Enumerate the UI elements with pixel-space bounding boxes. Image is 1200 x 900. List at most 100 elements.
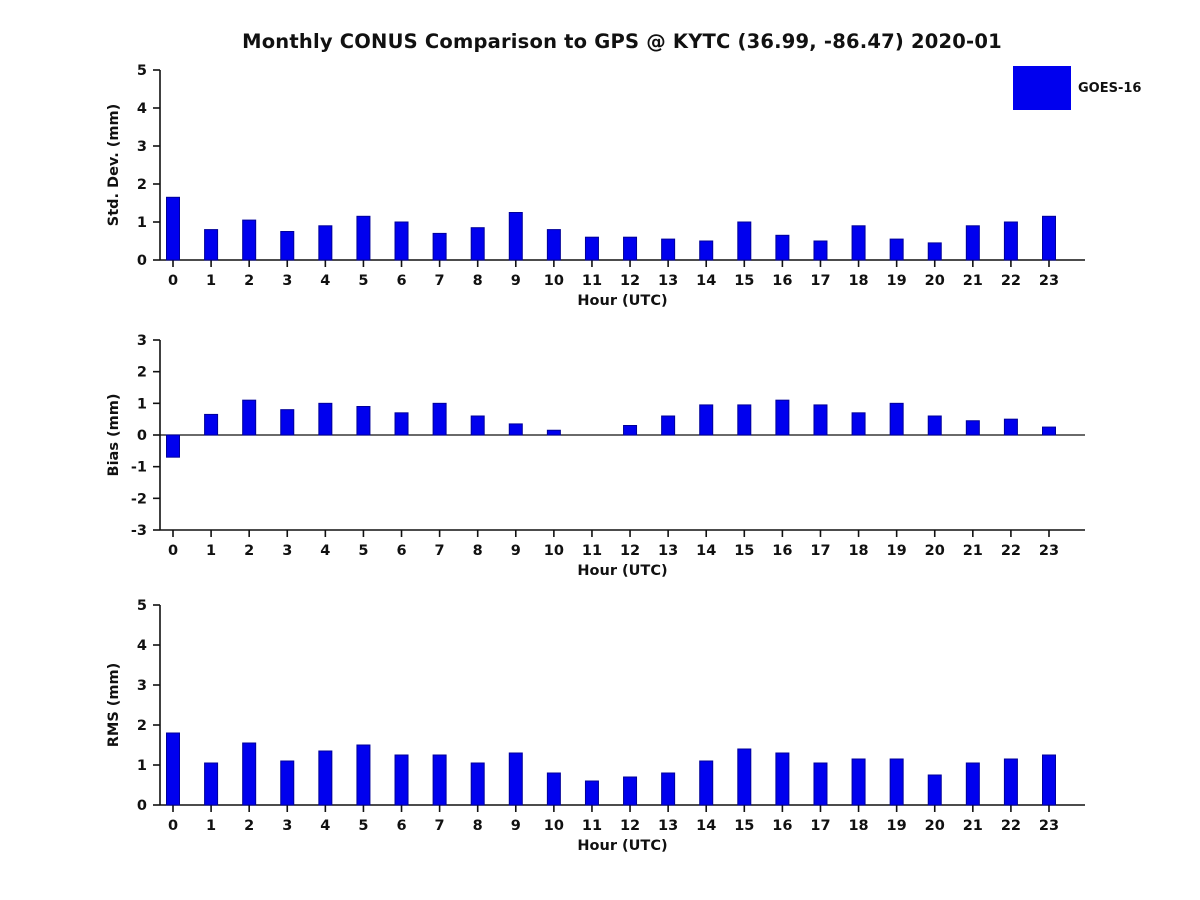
bar [889, 758, 904, 806]
y-tick-label: 3 [137, 139, 147, 155]
y-tick-label: 4 [137, 638, 147, 654]
bar [1042, 215, 1056, 261]
bar [470, 227, 485, 261]
y-tick-label: 2 [137, 718, 147, 734]
bar [280, 760, 295, 806]
bar [204, 413, 219, 436]
x-tick-label: 18 [848, 273, 868, 289]
y-tick-label: 1 [137, 215, 147, 231]
bar [584, 780, 599, 806]
bar [242, 399, 257, 436]
x-tick-label: 0 [168, 273, 178, 289]
x-tick-label: 18 [848, 818, 868, 834]
x-tick-label: 7 [435, 543, 445, 559]
bar [432, 402, 447, 436]
y-axis-label: RMS (mm) [106, 663, 122, 748]
bar [508, 212, 523, 261]
bar [280, 231, 295, 261]
x-tick-label: 8 [473, 543, 483, 559]
x-tick-label: 15 [734, 273, 754, 289]
x-tick-label: 6 [396, 273, 406, 289]
bar [927, 242, 942, 261]
y-tick-label: -3 [131, 523, 147, 539]
x-tick-label: 17 [810, 273, 830, 289]
y-tick-label: 2 [137, 177, 147, 193]
bar [1042, 426, 1056, 436]
x-tick-label: 1 [206, 543, 216, 559]
x-tick-label: 22 [1001, 818, 1021, 834]
bar [508, 752, 523, 806]
x-tick-label: 23 [1039, 818, 1059, 834]
x-tick-label: 11 [582, 273, 602, 289]
x-tick-label: 11 [582, 818, 602, 834]
x-tick-label: 23 [1039, 543, 1059, 559]
x-tick-label: 11 [582, 543, 602, 559]
y-tick-label: 2 [137, 365, 147, 381]
x-tick-label: 20 [925, 273, 945, 289]
x-tick-label: 15 [734, 543, 754, 559]
bar [965, 762, 980, 806]
bar [699, 240, 714, 261]
bar [546, 429, 561, 436]
x-tick-label: 16 [772, 273, 792, 289]
x-tick-label: 6 [396, 818, 406, 834]
bar [318, 750, 333, 806]
bar [775, 752, 790, 806]
bar [204, 229, 219, 261]
bar [1003, 758, 1018, 806]
x-tick-label: 10 [544, 273, 564, 289]
x-tick-label: 19 [887, 818, 907, 834]
x-tick-label: 8 [473, 273, 483, 289]
bar [775, 234, 790, 261]
x-tick-label: 23 [1039, 273, 1059, 289]
x-tick-label: 14 [696, 543, 716, 559]
bar [927, 774, 942, 806]
y-tick-label: 1 [137, 396, 147, 412]
x-tick-label: 9 [511, 818, 521, 834]
bar [699, 760, 714, 806]
bar [927, 415, 942, 436]
y-tick-label: -2 [131, 491, 147, 507]
x-tick-label: 5 [358, 818, 368, 834]
bar [889, 402, 904, 436]
x-tick-label: 12 [620, 273, 640, 289]
bar [166, 732, 180, 806]
bar [851, 412, 866, 436]
bar [699, 404, 714, 436]
x-tick-label: 3 [282, 543, 292, 559]
x-tick-label: 3 [282, 273, 292, 289]
bar [470, 415, 485, 436]
bar [813, 240, 828, 261]
y-tick-label: 3 [137, 678, 147, 694]
x-tick-label: 13 [658, 273, 678, 289]
x-tick-label: 3 [282, 818, 292, 834]
x-axis-label: Hour (UTC) [577, 293, 667, 309]
bar [775, 399, 790, 436]
bar [737, 748, 752, 806]
x-tick-label: 15 [734, 818, 754, 834]
x-tick-label: 4 [320, 273, 330, 289]
y-tick-label: 3 [137, 333, 147, 349]
bar [166, 196, 180, 261]
bar [356, 215, 371, 261]
x-tick-label: 21 [963, 543, 983, 559]
x-tick-label: 0 [168, 543, 178, 559]
bar [546, 772, 561, 806]
y-tick-label: 0 [137, 798, 147, 814]
bar [584, 236, 599, 261]
y-tick-label: 5 [137, 63, 147, 79]
legend-swatch-goes16 [1013, 66, 1071, 110]
x-tick-label: 12 [620, 543, 640, 559]
x-tick-label: 13 [658, 543, 678, 559]
x-tick-label: 22 [1001, 273, 1021, 289]
legend: GOES-16 [1013, 66, 1141, 110]
x-tick-label: 9 [511, 543, 521, 559]
x-tick-label: 6 [396, 543, 406, 559]
x-tick-label: 14 [696, 818, 716, 834]
x-tick-label: 19 [887, 273, 907, 289]
x-tick-label: 0 [168, 818, 178, 834]
bar [623, 236, 638, 261]
x-tick-label: 14 [696, 273, 716, 289]
bar [1003, 418, 1018, 436]
